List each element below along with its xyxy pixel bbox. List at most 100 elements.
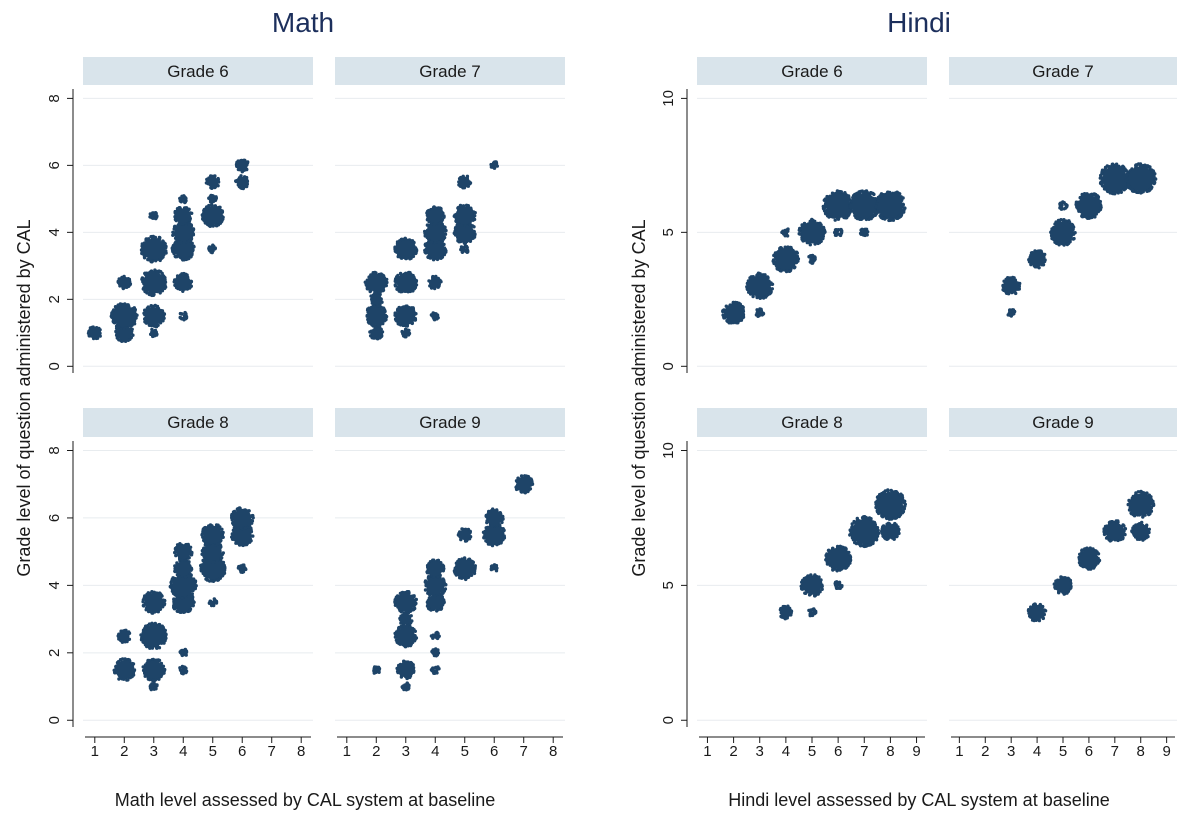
- data-point: [142, 256, 147, 260]
- data-point: [153, 683, 158, 687]
- y-axis-label-math: Grade level of question administered by …: [14, 219, 34, 576]
- point-cluster: [429, 311, 440, 322]
- data-point: [164, 632, 168, 637]
- data-point: [163, 285, 168, 289]
- data-point: [400, 237, 404, 241]
- point-cluster-core: [175, 208, 191, 224]
- data-point: [150, 259, 154, 263]
- point-cluster: [178, 647, 189, 658]
- point-cluster-core: [144, 307, 163, 326]
- point-cluster-core: [172, 574, 194, 597]
- data-point: [468, 223, 472, 227]
- data-point: [184, 670, 188, 675]
- data-point: [157, 623, 161, 627]
- data-point: [393, 248, 398, 253]
- point-cluster: [139, 234, 168, 264]
- point-cluster: [234, 174, 250, 191]
- point-cluster-core: [455, 206, 474, 225]
- data-point: [457, 240, 461, 244]
- data-point: [146, 257, 150, 262]
- point-cluster-core: [236, 160, 248, 171]
- data-point: [154, 330, 158, 335]
- data-point: [112, 308, 116, 312]
- data-point: [187, 256, 191, 261]
- point-cluster: [170, 237, 196, 262]
- data-point: [173, 569, 177, 573]
- facet-strip-label: Grade 7: [419, 62, 480, 81]
- x-tick-label: 6: [238, 743, 246, 760]
- point-cluster: [207, 243, 217, 255]
- data-point: [162, 603, 166, 607]
- data-point: [211, 224, 215, 228]
- y-tick-label: 2: [46, 649, 63, 657]
- point-cluster-core: [396, 240, 415, 259]
- data-point: [154, 211, 158, 216]
- data-point: [172, 251, 176, 256]
- data-point: [163, 280, 168, 284]
- data-point: [180, 272, 184, 276]
- point-cluster: [139, 621, 168, 650]
- data-point: [111, 319, 115, 324]
- point-cluster: [141, 657, 167, 683]
- data-point: [179, 200, 183, 204]
- data-point: [180, 649, 185, 653]
- data-point: [172, 280, 177, 284]
- facet-strip-label: Grade 8: [167, 413, 228, 432]
- data-point: [131, 333, 135, 337]
- point-cluster-core: [144, 660, 163, 679]
- data-point: [213, 599, 218, 603]
- y-tick-label: 0: [46, 362, 63, 370]
- point-cluster-core: [119, 277, 130, 288]
- data-point: [132, 668, 137, 672]
- point-cluster-core: [207, 176, 218, 188]
- y-tick-label: 8: [46, 94, 63, 102]
- data-point: [168, 584, 173, 589]
- point-cluster: [204, 174, 221, 190]
- point-cluster-core: [175, 275, 191, 290]
- data-point: [209, 200, 213, 204]
- x-axis-label-math: Math level assessed by CAL system at bas…: [115, 790, 496, 810]
- data-point: [472, 235, 477, 239]
- data-point: [192, 245, 196, 249]
- point-cluster: [393, 270, 419, 294]
- data-point: [193, 585, 198, 589]
- data-point: [489, 162, 493, 167]
- data-point: [143, 308, 147, 312]
- point-cluster-core: [143, 238, 165, 260]
- data-point: [162, 312, 166, 316]
- facet-strip: [83, 57, 313, 85]
- data-point: [435, 257, 440, 262]
- data-point: [155, 214, 159, 218]
- data-point: [170, 248, 175, 252]
- data-point: [173, 254, 177, 258]
- data-point: [178, 316, 183, 320]
- data-point: [407, 328, 411, 333]
- data-point: [492, 162, 497, 167]
- data-point: [141, 668, 146, 673]
- data-point: [162, 316, 166, 320]
- data-point: [155, 304, 160, 309]
- point-cluster-core: [430, 277, 441, 288]
- point-cluster-core: [367, 273, 386, 292]
- data-point: [125, 326, 129, 330]
- data-point: [117, 677, 121, 681]
- point-cluster: [207, 597, 219, 608]
- data-point: [179, 240, 183, 245]
- y-tick-label: 4: [46, 228, 63, 236]
- point-cluster-core: [427, 208, 443, 224]
- data-point: [429, 240, 434, 244]
- y-tick-label: 4: [46, 581, 63, 589]
- data-point: [153, 686, 158, 690]
- point-cluster-core: [371, 294, 382, 305]
- point-cluster-core: [175, 561, 191, 576]
- point-cluster: [427, 274, 443, 291]
- point-cluster: [141, 590, 167, 615]
- point-cluster: [363, 270, 389, 295]
- point-cluster-core: [89, 327, 101, 339]
- data-point: [123, 657, 127, 661]
- data-point: [178, 311, 183, 316]
- data-point: [184, 312, 188, 316]
- point-cluster: [459, 244, 470, 254]
- data-point: [109, 314, 114, 318]
